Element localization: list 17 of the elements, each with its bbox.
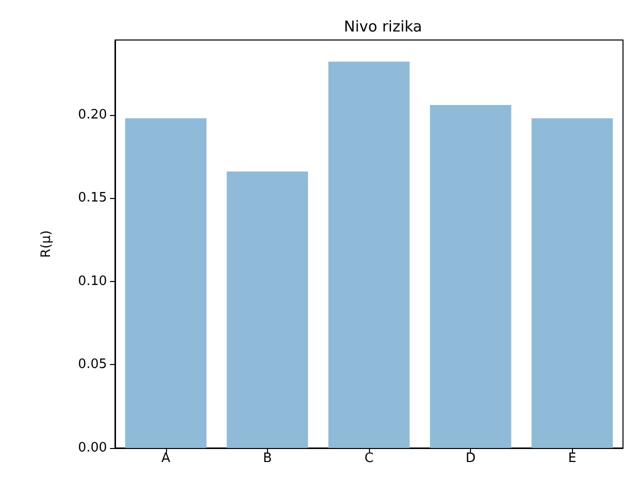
x-tick-label: B [262,451,272,466]
y-tick-label: 0.00 [78,440,107,456]
bar [125,118,206,448]
x-tick-label: A [161,451,170,466]
y-tick-label: 0.10 [78,274,107,289]
x-tick-label: D [466,451,476,466]
bar [226,172,308,448]
x-tick-label: C [364,451,374,466]
bar [328,62,410,448]
y-axis-title: R(μ) [39,230,54,258]
y-tick-label: 0.05 [78,357,107,372]
chart-title: Nivo rizika [344,18,422,36]
x-tick-label: E [568,451,576,466]
bar [532,118,613,448]
bar [430,104,512,448]
y-tick-label: 0.15 [78,190,107,206]
y-tick-label: 0.20 [78,107,107,122]
